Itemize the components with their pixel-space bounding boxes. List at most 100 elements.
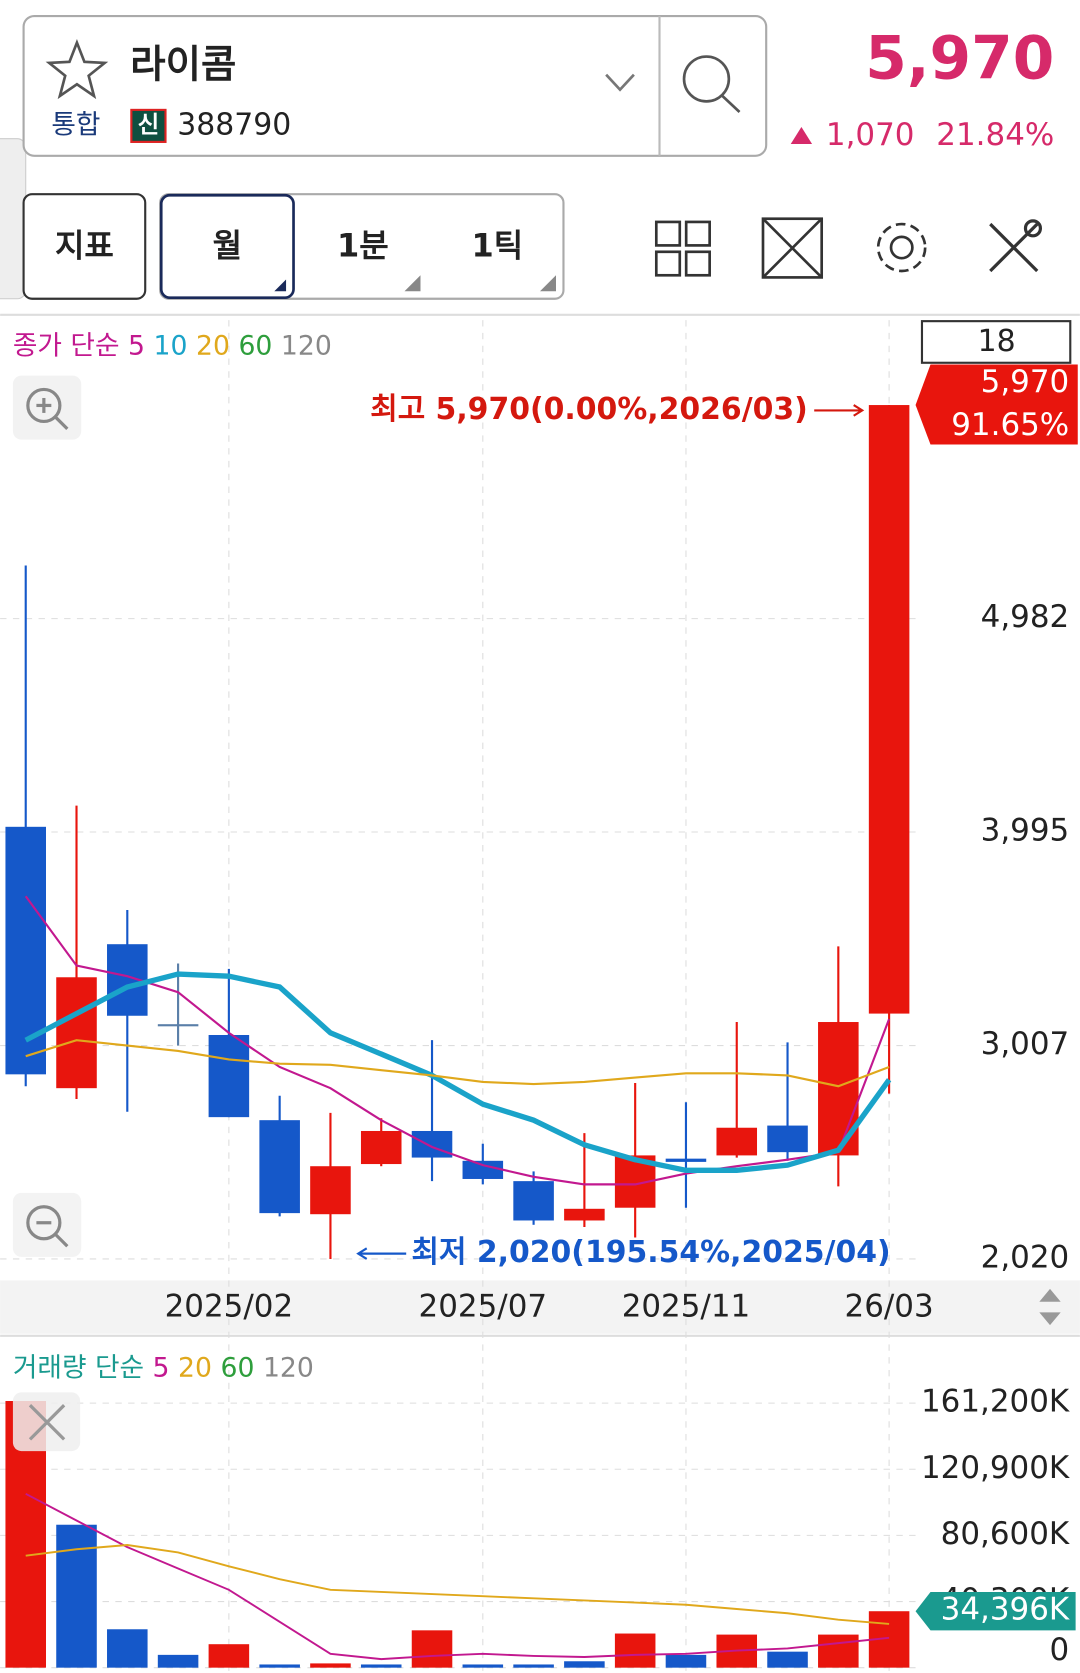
legend-entry: 120 [263,1352,314,1383]
candle-body [157,1024,199,1027]
up-arrow [790,126,813,145]
button-label[interactable]: 1분 [337,227,389,265]
volume-bar [56,1524,97,1668]
x-tick-label: 2025/02 [165,1289,294,1325]
date-axis-band [0,1280,1080,1334]
badge-box [130,108,167,143]
y-tick-label: 2,020 [981,1239,1070,1275]
dropdown[interactable] [605,73,635,92]
close-volume[interactable] [12,1392,81,1452]
count-box [920,320,1072,364]
legend-entry: 거래량 단순 [13,1352,144,1383]
current-badge-value: 34,396K [941,1592,1070,1628]
search-box[interactable] [22,14,768,157]
legend-entry: 60 [238,330,272,361]
button-label[interactable]: 1틱 [471,227,523,265]
volume-bar [665,1654,707,1668]
search-handle [721,95,741,114]
price-badge [915,364,1078,445]
x-tick-label: 2025/11 [622,1289,751,1325]
scroll-icon[interactable] [1039,1288,1061,1326]
stock-code: 388790 [177,107,291,142]
badge: 신 [138,110,160,138]
candle-body [411,1130,453,1158]
side-tab[interactable] [0,138,27,300]
ma-line [25,1039,890,1088]
corner [274,279,287,292]
volume-bar [818,1634,859,1668]
layout-icon[interactable] [654,220,711,277]
ma-line [24,971,892,1173]
arrow [356,1247,407,1260]
y-tick-label: 161,200K [921,1384,1070,1420]
legend-entry: 10 [154,330,188,361]
candle-body [310,1166,351,1215]
button-label: 지표 [55,227,114,265]
candle-body [818,1022,859,1156]
plots: 2025/02 2025/07 2025/11 26/03 2,020 3,007 3,99… [0,320,1078,1673]
legend-entry: 120 [281,330,332,361]
zoom-in[interactable] [12,375,82,440]
y-tick-label: 4,982 [981,599,1070,635]
candle-body [259,1120,300,1214]
candle-body [513,1181,554,1221]
change-pct: 21.84% [936,117,1054,153]
search-icon[interactable] [682,55,731,103]
candle-body [360,1130,402,1165]
button-label: 월 [213,227,242,265]
y-tick-label: 3,995 [981,813,1070,849]
legend-entry: 5 [128,330,145,361]
count: 18 [978,324,1016,359]
favorite-star[interactable] [45,38,109,100]
high-annotation: 최고 5,970(0.00%,2026/03) [370,392,808,427]
month-button[interactable] [159,193,295,300]
volume-bar [360,1664,402,1668]
candle-body [462,1160,504,1179]
settings-icon[interactable] [876,222,927,273]
corner [404,275,421,292]
volume-bar [157,1654,199,1668]
y-tick-label: 0 [1050,1632,1070,1668]
candle-body [208,1034,250,1118]
legend-entry: 20 [196,330,230,361]
candle-body [665,1158,707,1162]
market: 통합 [51,109,100,140]
volume-bar [107,1629,148,1668]
price-badge-pct: 91.65% [951,407,1069,443]
volume-bar [208,1644,250,1668]
legend-entry: 종가 단순 [13,330,120,361]
candle-body [56,977,97,1089]
candle-body [868,405,910,1014]
volume-bar [614,1633,656,1668]
change: 1,070 [826,117,915,153]
price-badge-value: 5,970 [981,364,1070,400]
indicator-button[interactable] [22,193,147,300]
x-tick-label: 26/03 [845,1289,934,1325]
stock-name: 라이콤 [130,43,236,88]
ma-line [25,1492,890,1661]
y-tick-label: 3,007 [981,1026,1070,1062]
current-badge [915,1592,1076,1631]
volume-bar [767,1651,808,1668]
price: 5,970 [865,24,1054,93]
volume-bar [310,1663,351,1668]
candle-body [767,1125,808,1153]
zoom-out[interactable] [12,1192,82,1257]
volume-bar [411,1630,453,1668]
y-tick-label: 80,600K [941,1516,1070,1552]
y-tick-label: 120,900K [921,1450,1070,1486]
legend-entry: 5 [153,1352,170,1383]
candle-body [716,1127,758,1156]
candle-body [564,1208,605,1221]
volume-bar [513,1664,554,1668]
tools-icon[interactable] [989,219,1043,273]
x-tick-label: 2025/07 [419,1289,548,1325]
volume-bar [259,1664,300,1668]
legend-entry: 60 [221,1352,255,1383]
ma-line [25,1544,890,1625]
expand-icon[interactable] [761,217,824,279]
legend-entry: 20 [178,1352,212,1383]
arrow [814,404,865,417]
ma-line [24,895,891,1186]
